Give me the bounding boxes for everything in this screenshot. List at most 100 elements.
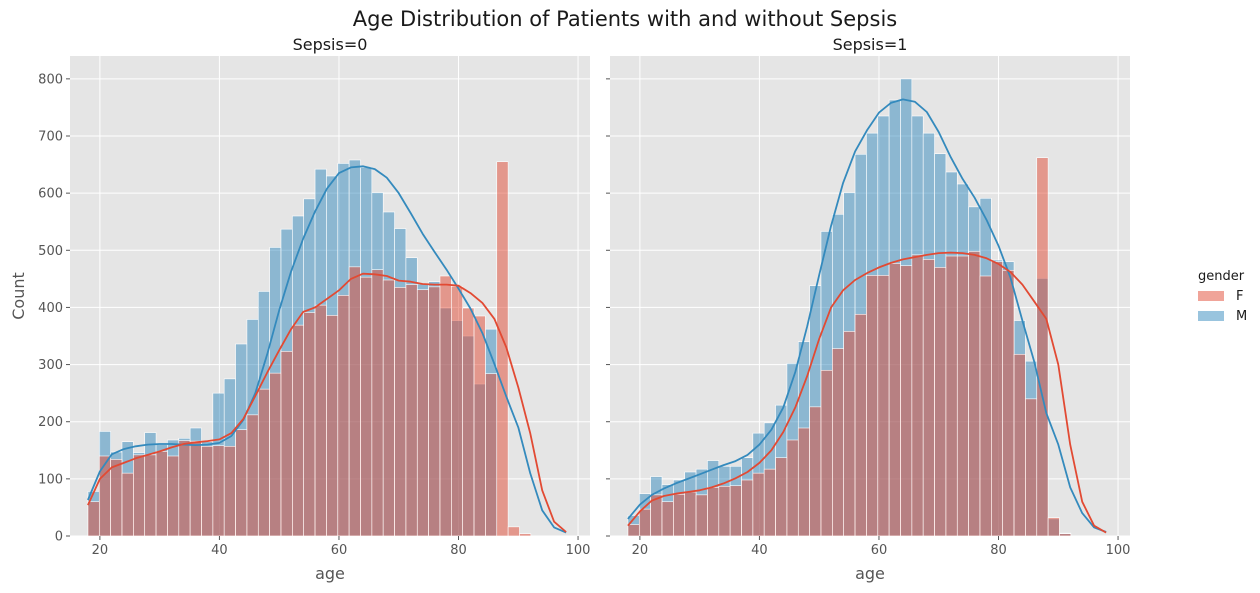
bar-f	[900, 265, 913, 537]
legend-swatch-m	[1198, 311, 1224, 321]
bar-f	[911, 254, 924, 537]
bar-f	[661, 501, 674, 537]
x-tick-label: 60	[871, 543, 888, 558]
bar-f	[405, 284, 418, 537]
bar-f	[428, 286, 441, 537]
kde-line-m	[627, 98, 1107, 533]
bar-f	[673, 493, 686, 537]
bar-f	[877, 275, 890, 537]
bar-f	[496, 161, 509, 537]
bar-f	[1025, 398, 1038, 537]
bar-f	[775, 457, 788, 537]
bar-f	[133, 454, 146, 537]
y-tick-label: 700	[38, 130, 63, 145]
panel-sepsis-0: 20 40 60 80 100 0 100 200 300 400 500 600 700 800 Sep…	[9, 35, 590, 583]
x-axis-label: age	[315, 564, 345, 583]
kde-curves	[87, 165, 567, 534]
legend-label-m: M	[1236, 309, 1247, 324]
bar-f	[201, 445, 214, 537]
bar-f	[968, 251, 981, 537]
bar-f	[763, 468, 776, 537]
kde-curves	[627, 98, 1107, 534]
y-tick-label: 0	[55, 530, 63, 545]
legend-title: gender	[1198, 269, 1245, 284]
bar-f	[729, 485, 742, 537]
kde-line-f	[627, 251, 1107, 534]
bar-f	[167, 455, 180, 537]
bar-f	[1047, 517, 1060, 537]
bar-f	[292, 324, 305, 537]
y-tick-label: 400	[38, 301, 63, 316]
bar-f	[269, 372, 282, 537]
y-tick-label: 800	[38, 72, 63, 87]
bar-f	[416, 289, 429, 537]
y-tick-label: 100	[38, 472, 63, 487]
bar-f	[473, 315, 486, 537]
bar-f	[189, 440, 202, 537]
bar-f	[303, 312, 316, 537]
x-tick-label: 80	[990, 543, 1007, 558]
bar-f	[348, 266, 361, 537]
bar-f	[235, 429, 248, 537]
bar-f	[223, 445, 236, 537]
bar-f	[519, 533, 532, 537]
bar-f	[741, 479, 754, 537]
legend-label-f: F	[1236, 289, 1243, 304]
bar-f	[956, 255, 969, 537]
kde-line-m	[87, 165, 567, 534]
bar-f	[314, 304, 327, 537]
y-tick-label: 500	[38, 244, 63, 259]
bar-f	[866, 275, 879, 537]
bar-f	[684, 491, 697, 537]
bar-f	[87, 501, 100, 537]
bar-f	[934, 267, 947, 537]
y-axis-label: Count	[9, 272, 28, 320]
bar-f	[371, 269, 384, 537]
bar-f	[820, 369, 833, 537]
bar-f	[638, 508, 651, 537]
bar-f	[979, 275, 992, 537]
bar-f	[945, 255, 958, 537]
legend-entry-m: M	[1198, 309, 1247, 324]
bar-f	[1059, 533, 1072, 537]
figure-title: Age Distribution of Patients with and wi…	[353, 7, 897, 31]
bar-f	[394, 287, 407, 537]
bar-f	[98, 455, 111, 537]
bar-f	[507, 526, 520, 537]
bar-f	[627, 524, 640, 537]
bar-f	[382, 279, 395, 537]
legend-entry-f: F	[1198, 289, 1243, 304]
bar-f	[280, 351, 293, 537]
bar-f	[991, 261, 1003, 537]
bar-f	[257, 388, 270, 537]
bar-f	[326, 315, 339, 537]
y-tick-label: 200	[38, 415, 63, 430]
x-tick-label: 40	[211, 543, 228, 558]
panel-title: Sepsis=1	[833, 35, 908, 54]
x-axis-label: age	[855, 564, 885, 583]
bar-f	[786, 439, 799, 537]
bar-f	[843, 331, 856, 537]
bar-f	[212, 445, 225, 537]
bar-f	[707, 487, 720, 537]
bar-f	[832, 348, 845, 537]
bar-f	[155, 451, 168, 537]
bar-f	[462, 307, 475, 537]
legend: gender F M	[1198, 269, 1247, 324]
bar-f	[797, 427, 810, 537]
x-tick-label: 100	[566, 543, 591, 558]
x-tick-label: 80	[450, 543, 467, 558]
histogram-bars	[627, 78, 1072, 537]
bar-f	[888, 263, 901, 537]
bar-f	[178, 440, 191, 537]
bar-f	[144, 454, 157, 537]
bar-f	[695, 494, 708, 537]
bar-f	[360, 276, 373, 537]
x-tick-label: 60	[331, 543, 348, 558]
bar-f	[809, 406, 822, 537]
histogram-bars	[87, 159, 532, 537]
tick-labels: 20 40 60 80 100	[606, 78, 1130, 558]
bar-f	[1002, 269, 1015, 537]
x-tick-label: 40	[751, 543, 768, 558]
